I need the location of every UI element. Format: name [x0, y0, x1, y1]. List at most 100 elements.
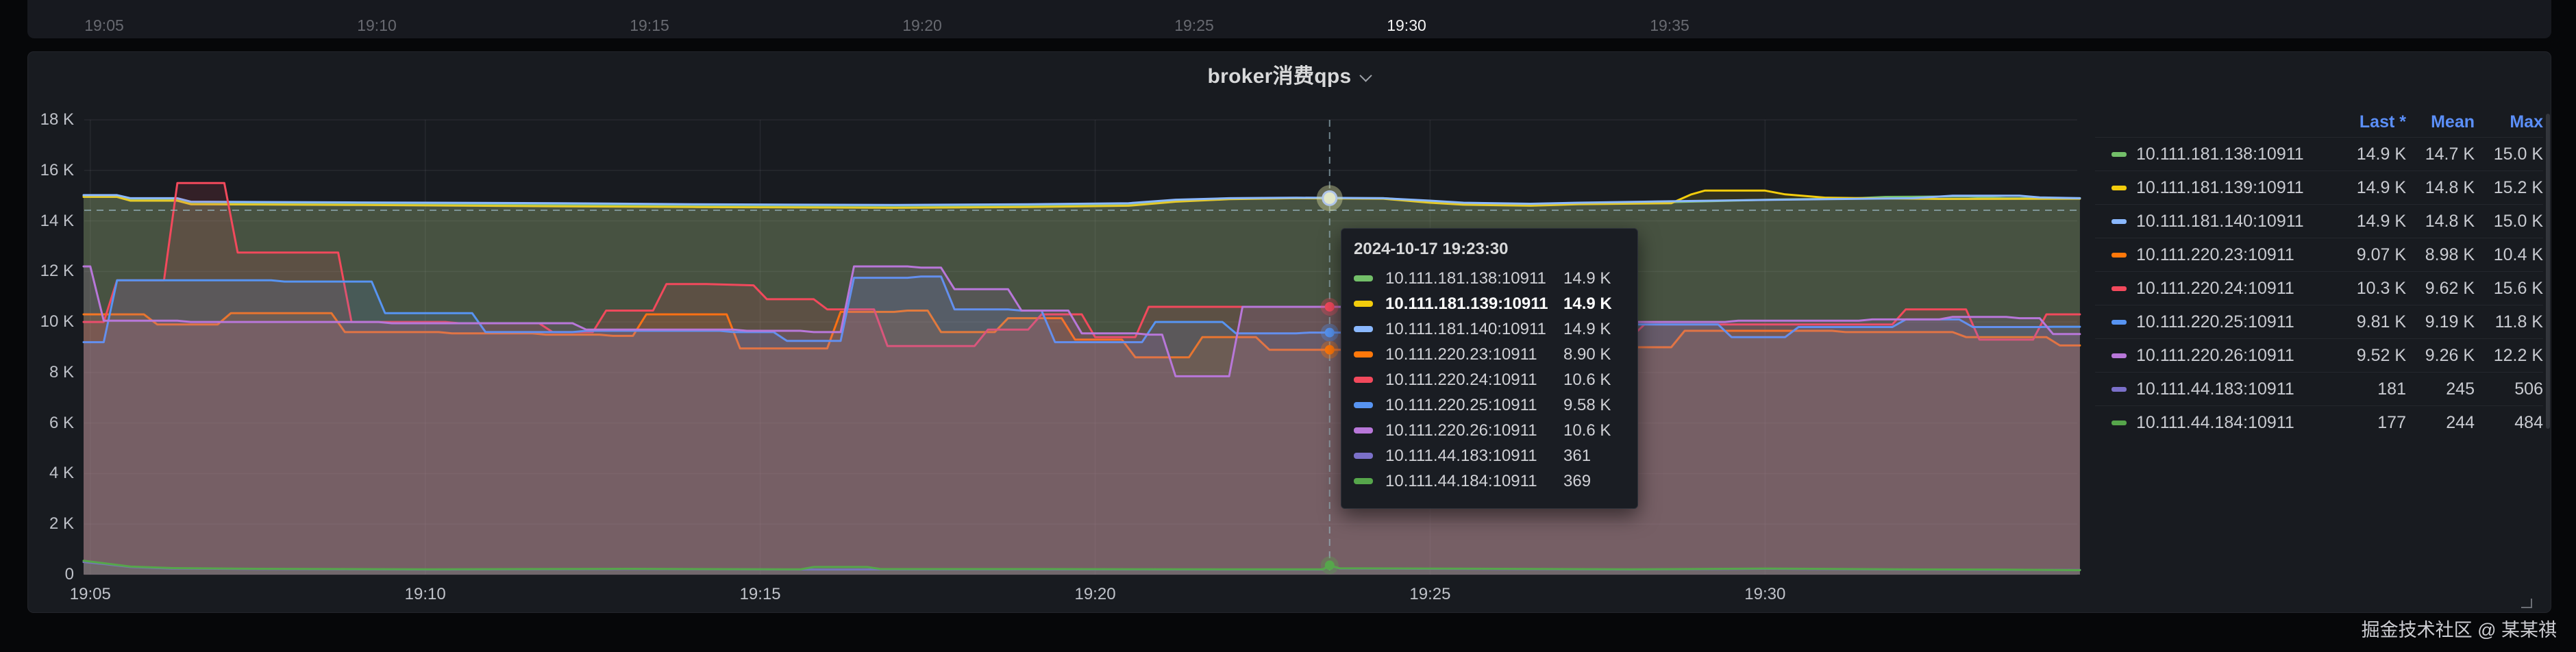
- hover-marker-point: [1324, 301, 1335, 312]
- tooltip-series-name: 10.111.220.25:10911: [1385, 395, 1537, 414]
- legend-series-swatch: [2111, 386, 2127, 392]
- series-fill-10.111.44.184:10911: [84, 560, 2080, 575]
- legend-header-mean[interactable]: Mean: [2431, 112, 2475, 131]
- legend-row-10.111.220.24:10911[interactable]: 10.111.220.24:10911 10.3 K 9.62 K 15.6 K: [2095, 271, 2543, 305]
- legend-value-mean: 8.98 K: [2425, 244, 2475, 264]
- tooltip-series-value: 369: [1563, 471, 1592, 490]
- legend-scrollbar[interactable]: [2546, 114, 2550, 429]
- top-axis-fragment: 19:30: [1387, 16, 1426, 34]
- hover-marker-point: [1324, 344, 1335, 355]
- legend-row-10.111.44.184:10911[interactable]: 10.111.44.184:10911 177 244 484: [2095, 405, 2543, 439]
- top-axis-fragment: 19:15: [630, 16, 669, 34]
- series-line-10.111.220.24:10911: [82, 181, 2081, 364]
- legend-value-last: 9.52 K: [2356, 345, 2406, 365]
- panel-title[interactable]: broker消费qps: [1207, 65, 1352, 88]
- legend-row-10.111.220.23:10911[interactable]: 10.111.220.23:10911 9.07 K 8.98 K 10.4 K: [2095, 238, 2543, 271]
- top-axis-fragment: 19:20: [902, 16, 942, 34]
- legend-value-last: 177: [2377, 412, 2406, 432]
- tooltip-series-swatch: [1354, 402, 1373, 408]
- y-axis-tick-label: 16 K: [40, 160, 74, 179]
- y-axis-tick-label: 0: [64, 565, 74, 584]
- x-axis-tick-label: 19:05: [69, 585, 111, 603]
- legend-series-name[interactable]: 10.111.220.24:10911: [2136, 278, 2294, 298]
- tooltip-row-10.111.220.24:10911: 10.111.220.24:10911 10.6 K: [1352, 367, 1626, 392]
- y-axis-tick-label: 18 K: [40, 110, 74, 129]
- tooltip-row-10.111.220.25:10911: 10.111.220.25:10911 9.58 K: [1352, 392, 1626, 418]
- legend-value-last: 14.9 K: [2356, 177, 2406, 197]
- y-axis-tick-label: 2 K: [49, 514, 74, 534]
- legend-series-name[interactable]: 10.111.220.26:10911: [2136, 345, 2294, 365]
- x-axis-tick-label: 19:10: [404, 585, 446, 603]
- legend-series-swatch: [2111, 420, 2127, 425]
- tooltip-series-value: 14.9 K: [1563, 294, 1612, 313]
- tooltip-series-value: 9.58 K: [1563, 395, 1611, 414]
- tooltip-series-swatch: [1354, 275, 1373, 281]
- legend-value-max: 484: [2514, 412, 2543, 432]
- tooltip-series-swatch: [1354, 478, 1373, 484]
- tooltip-series-value: 8.90 K: [1563, 344, 1611, 364]
- tooltip-series-name: 10.111.220.24:10911: [1385, 370, 1537, 389]
- tooltip-series-value: 14.9 K: [1563, 319, 1611, 338]
- legend-value-last: 9.81 K: [2356, 312, 2406, 331]
- legend-value-last: 14.9 K: [2356, 211, 2406, 231]
- legend-value-max: 15.6 K: [2493, 278, 2543, 298]
- legend-rows: 10.111.181.138:10911 14.9 K 14.7 K 15.0 K 10…: [2095, 137, 2543, 439]
- legend-series-name[interactable]: 10.111.220.23:10911: [2136, 244, 2294, 264]
- tooltip-series-value: 14.9 K: [1563, 268, 1611, 288]
- legend-header-max[interactable]: Max: [2510, 112, 2543, 131]
- tooltip-row-10.111.181.138:10911: 10.111.181.138:10911 14.9 K: [1352, 266, 1626, 291]
- legend-series-name[interactable]: 10.111.44.184:10911: [2136, 412, 2294, 432]
- tooltip-series-value: 361: [1563, 446, 1592, 465]
- tooltip-series-swatch: [1354, 427, 1373, 434]
- legend-value-last: 181: [2377, 379, 2406, 399]
- tooltip-series-value: 10.6 K: [1563, 421, 1611, 440]
- tooltip-series-swatch: [1354, 301, 1373, 307]
- tooltip-series-name: 10.111.220.26:10911: [1385, 421, 1537, 440]
- y-axis-tick-label: 6 K: [49, 413, 74, 432]
- y-axis-tick-label: 12 K: [40, 262, 74, 281]
- tooltip-row-10.111.220.26:10911: 10.111.220.26:10911 10.6 K: [1352, 418, 1626, 443]
- legend-series-name[interactable]: 10.111.220.25:10911: [2136, 312, 2294, 331]
- legend-series-name[interactable]: 10.111.181.139:10911: [2136, 177, 2304, 197]
- tooltip-series-swatch: [1354, 377, 1373, 383]
- legend-table: Last * Mean Max 10.111.181.138:10911 14.9…: [2095, 107, 2543, 439]
- series-line-10.111.44.184:10911: [82, 560, 2081, 571]
- legend-series-swatch: [2111, 286, 2127, 291]
- legend-value-max: 15.0 K: [2493, 211, 2543, 231]
- tooltip-timestamp: 2024-10-17 19:23:30: [1354, 240, 1509, 258]
- legend-row-10.111.181.138:10911[interactable]: 10.111.181.138:10911 14.9 K 14.7 K 15.0 K: [2095, 137, 2543, 171]
- legend-series-swatch: [2111, 319, 2127, 325]
- legend-row-10.111.181.140:10911[interactable]: 10.111.181.140:10911 14.9 K 14.8 K 15.0 K: [2095, 204, 2543, 238]
- y-axis-tick-label: 8 K: [49, 362, 74, 381]
- x-axis-tick-label: 19:30: [1744, 585, 1786, 603]
- legend-row-10.111.181.139:10911[interactable]: 10.111.181.139:10911 14.9 K 14.8 K 15.2 K: [2095, 171, 2543, 204]
- tooltip-row-10.111.220.23:10911: 10.111.220.23:10911 8.90 K: [1352, 342, 1626, 367]
- legend-row-10.111.220.25:10911[interactable]: 10.111.220.25:10911 9.81 K 9.19 K 11.8 K: [2095, 305, 2543, 338]
- legend-series-swatch: [2111, 252, 2127, 258]
- tooltip-row-10.111.44.184:10911: 10.111.44.184:10911 369: [1352, 468, 1626, 494]
- tooltip-series-swatch: [1354, 326, 1373, 332]
- hover-marker-point: [1324, 327, 1335, 338]
- legend-value-max: 11.8 K: [2494, 312, 2543, 331]
- legend-header-last[interactable]: Last *: [2359, 112, 2406, 131]
- top-axis-fragment: 19:35: [1650, 16, 1689, 34]
- legend-row-10.111.220.26:10911[interactable]: 10.111.220.26:10911 9.52 K 9.26 K 12.2 K: [2095, 338, 2543, 372]
- legend-value-last: 14.9 K: [2356, 144, 2406, 164]
- tooltip-rows: 10.111.181.138:10911 14.9 K 10.111.181.139…: [1352, 266, 1626, 494]
- y-axis-tick-label: 14 K: [40, 211, 74, 230]
- legend-series-swatch: [2111, 151, 2127, 157]
- legend-series-name[interactable]: 10.111.181.140:10911: [2136, 211, 2304, 231]
- series-line-10.111.220.26:10911: [82, 265, 2081, 377]
- top-axis-fragment: 19:05: [84, 16, 124, 34]
- legend-series-name[interactable]: 10.111.181.138:10911: [2136, 144, 2304, 164]
- panel-above-cutoff: 19:05 19:10 19:15 19:20 19:25 19:30 19:35: [27, 0, 2551, 38]
- series-line-10.111.220.25:10911: [82, 275, 2081, 359]
- panel-resize-handle-icon[interactable]: [2521, 599, 2532, 608]
- legend-row-10.111.44.183:10911[interactable]: 10.111.44.183:10911 181 245 506: [2095, 372, 2543, 405]
- legend-series-name[interactable]: 10.111.44.183:10911: [2136, 379, 2294, 399]
- hover-tooltip: 2024-10-17 19:23:30 10.111.181.138:10911…: [1341, 228, 1638, 509]
- tooltip-series-swatch: [1354, 351, 1373, 358]
- legend-series-swatch: [2111, 185, 2127, 190]
- legend-value-max: 506: [2514, 379, 2543, 399]
- legend-value-last: 9.07 K: [2356, 244, 2406, 264]
